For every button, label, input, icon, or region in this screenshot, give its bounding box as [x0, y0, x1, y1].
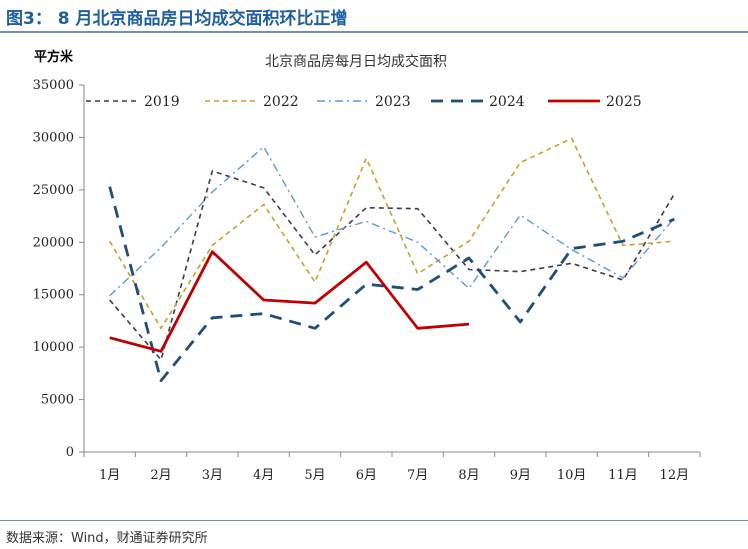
x-tick-label: 10月: [557, 468, 587, 483]
series-layer: [108, 137, 675, 383]
y-tick-label: 20000: [33, 235, 74, 250]
y-tick-label: 35000: [33, 78, 74, 93]
x-tick-label: 8月: [458, 468, 479, 483]
x-tick-label: 5月: [304, 468, 325, 483]
x-tick-label: 9月: [510, 468, 531, 483]
legend-label-2019: 2019: [144, 94, 180, 110]
series-line-2023: [109, 146, 675, 297]
y-tick-label: 10000: [33, 340, 74, 355]
x-tick-label: 2月: [150, 468, 171, 483]
x-tick-label: 1月: [99, 468, 120, 483]
axes: 0 5000 10000 15000 20000 25000 30000 35000 1月 2月 3…: [33, 78, 701, 483]
figure-title: 图3： 8 月北京商品房日均成交面积环比正增: [6, 9, 348, 29]
top-rule: [0, 31, 748, 33]
series-line-2022: [109, 137, 675, 330]
legend: 2019 2022 2023 2024 2025: [86, 94, 642, 110]
y-tick-label: 0: [66, 445, 74, 460]
legend-label-2022: 2022: [263, 94, 299, 110]
y-tick-label: 30000: [33, 130, 74, 145]
unit-label: 平方米: [34, 50, 74, 65]
chart-title: 北京商品房每月日均成交面积: [265, 53, 447, 70]
x-tick-label: 4月: [253, 468, 274, 483]
x-tick-label: 11月: [608, 468, 638, 483]
series-line-2025: [109, 250, 470, 353]
x-tick-label: 6月: [356, 468, 377, 483]
y-tick-label: 25000: [33, 183, 74, 198]
legend-label-2024: 2024: [489, 94, 525, 110]
legend-label-2025: 2025: [606, 94, 642, 110]
y-tick-label: 5000: [41, 393, 74, 408]
bottom-rule: [0, 520, 748, 521]
x-tick-label: 3月: [202, 468, 223, 483]
source-note: 数据来源：Wind，财通证券研究所: [6, 531, 208, 546]
series-line-2024: [108, 186, 675, 383]
series-line-2019: [109, 170, 675, 361]
line-chart: 北京商品房每月日均成交面积 0 5000 10000 15000 20000 25000 3…: [33, 53, 701, 483]
x-tick-label: 7月: [407, 468, 428, 483]
x-tick-label: 12月: [660, 468, 690, 483]
y-tick-label: 15000: [33, 288, 74, 303]
legend-label-2023: 2023: [375, 94, 411, 110]
